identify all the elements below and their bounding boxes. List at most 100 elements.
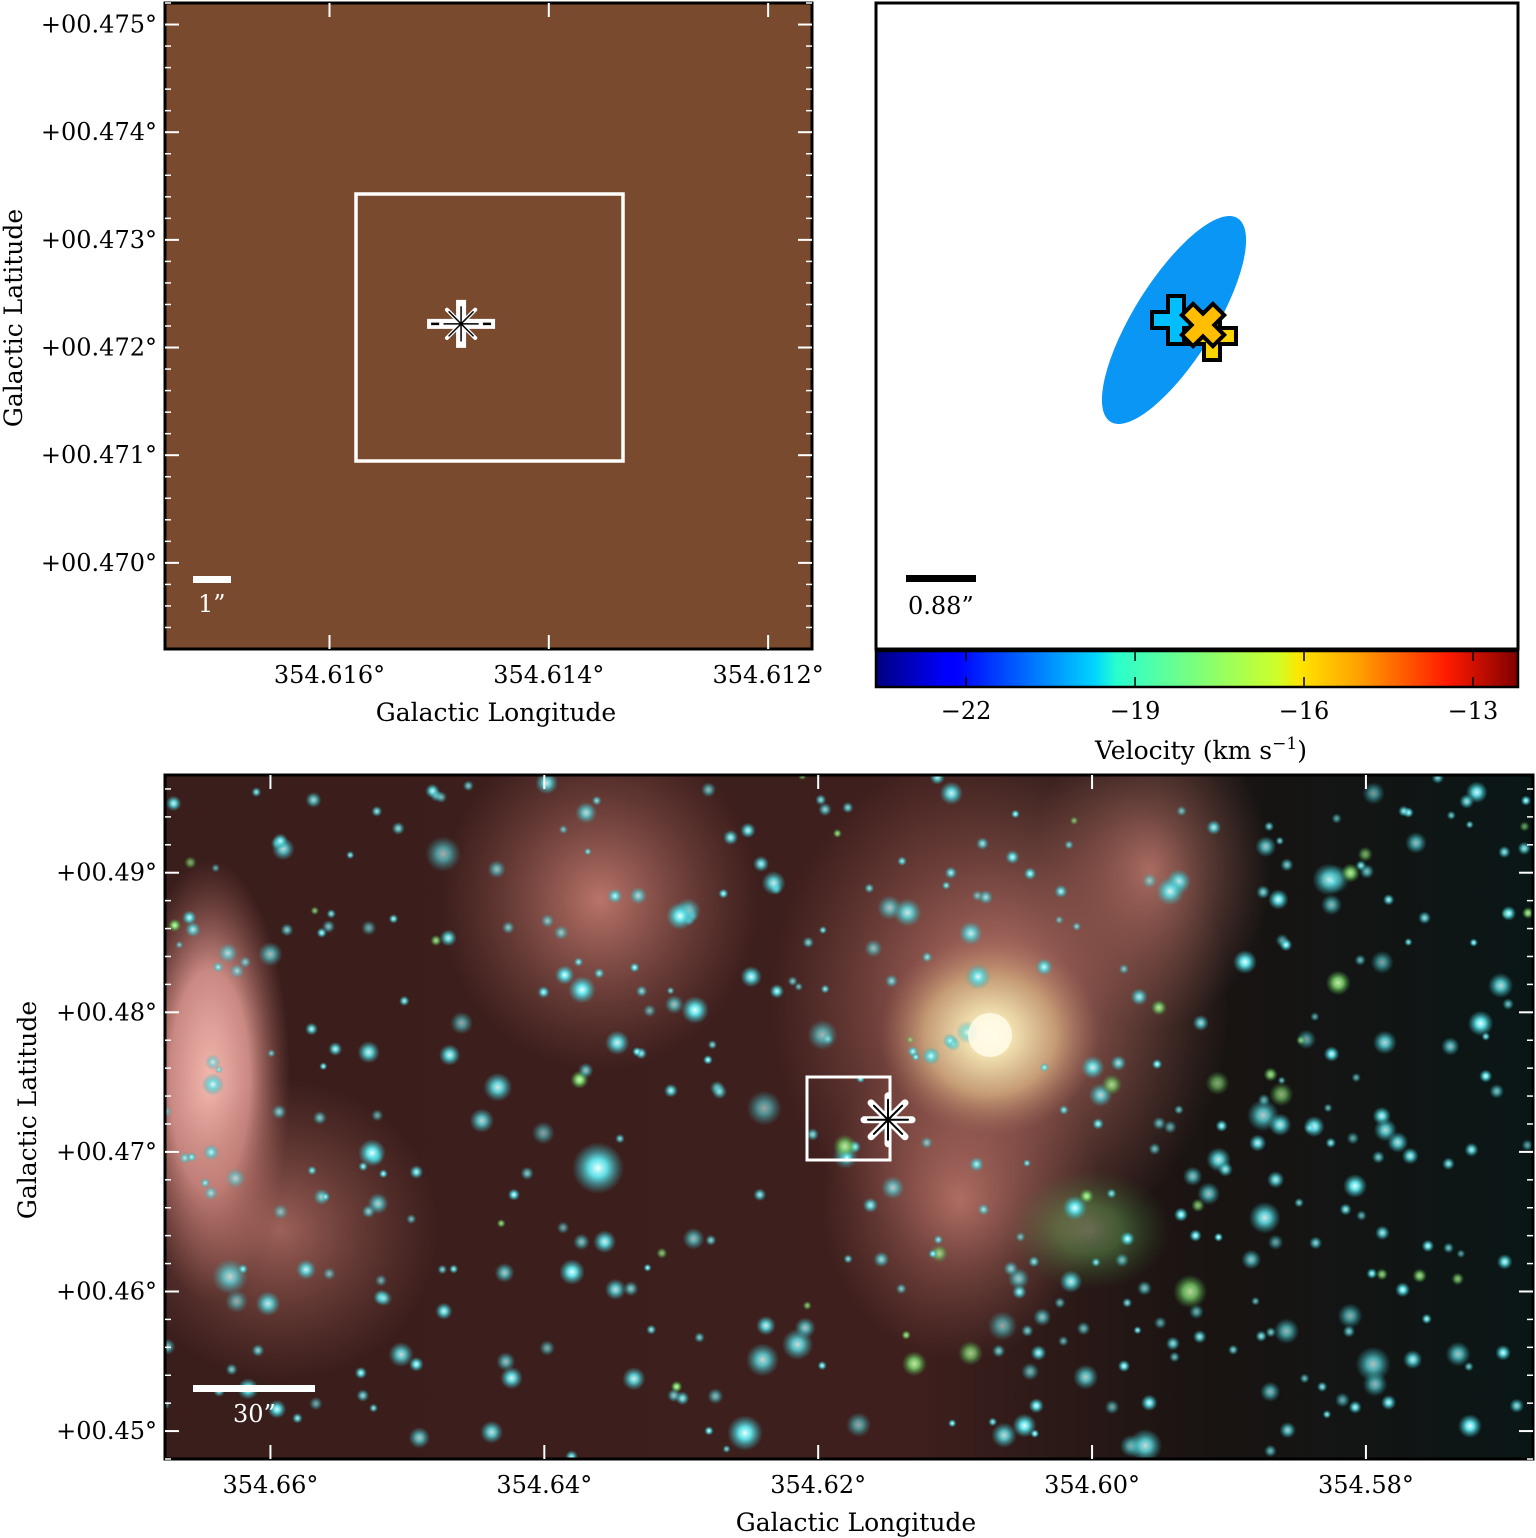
top-left-zoom-panel: 1” 354.616° 354.614° 354.612° +00.470° +00.4… [0, 1, 824, 727]
star [439, 929, 457, 947]
star [494, 1262, 515, 1283]
star [1169, 1351, 1180, 1363]
star [1521, 1139, 1533, 1152]
star [1464, 1142, 1479, 1157]
x-tick-label: 354.66° [222, 1471, 318, 1499]
star [897, 856, 908, 867]
star [1010, 809, 1020, 819]
star [1267, 1171, 1285, 1189]
star [1316, 1381, 1328, 1393]
star [921, 1046, 941, 1066]
star [1215, 1119, 1228, 1133]
star [832, 828, 843, 839]
star [371, 1109, 384, 1122]
star [480, 1420, 504, 1444]
star [409, 1165, 424, 1179]
star [1072, 921, 1082, 932]
star [316, 927, 327, 939]
star [322, 1267, 336, 1281]
star [1137, 1280, 1152, 1296]
star [1255, 836, 1277, 858]
star [807, 1019, 838, 1051]
star [593, 967, 605, 979]
star [840, 1151, 854, 1165]
star [1104, 1399, 1120, 1415]
x-tick-label: 354.58° [1318, 1471, 1414, 1499]
bottom-x-axis-title: Galactic Longitude [736, 1508, 976, 1537]
star [987, 1310, 1018, 1341]
star [700, 782, 717, 798]
star [175, 940, 184, 949]
star [1003, 1261, 1019, 1277]
star [761, 870, 786, 896]
star [1304, 1122, 1316, 1134]
star [408, 1426, 431, 1449]
star [769, 983, 785, 999]
star [1015, 1231, 1026, 1243]
zoom-region-box [354, 192, 625, 463]
star [214, 1065, 223, 1074]
star [554, 965, 575, 985]
star [568, 975, 596, 1004]
star [319, 1062, 328, 1071]
star [615, 1133, 625, 1144]
star [1054, 1297, 1066, 1309]
star [1294, 1197, 1304, 1208]
star [1446, 810, 1456, 821]
star [378, 1169, 388, 1179]
star [1356, 1210, 1367, 1221]
star [604, 1278, 627, 1301]
star [1279, 1421, 1296, 1439]
star [1267, 1234, 1284, 1251]
star [1412, 1268, 1428, 1284]
star [399, 995, 410, 1007]
star [565, 1450, 578, 1459]
star [1277, 1076, 1286, 1085]
star [1463, 1361, 1474, 1372]
star [257, 941, 283, 967]
star [1101, 1074, 1123, 1096]
scale-bar-label: 30” [233, 1400, 276, 1428]
star [821, 1032, 835, 1046]
star [1502, 998, 1515, 1011]
star [1023, 867, 1037, 881]
star [205, 1054, 221, 1070]
star [1114, 1252, 1130, 1268]
star [928, 1249, 938, 1259]
star [305, 1022, 318, 1036]
star [1372, 1030, 1397, 1055]
star [430, 934, 442, 947]
star [632, 1046, 642, 1057]
star [1351, 1072, 1361, 1083]
star [272, 1203, 289, 1220]
star [1206, 819, 1222, 835]
bright-star [572, 1142, 624, 1194]
star [1322, 1409, 1332, 1419]
star [201, 1073, 225, 1096]
star [388, 1341, 414, 1368]
star [1469, 938, 1478, 947]
star [1489, 1083, 1505, 1099]
star [629, 886, 648, 905]
star [944, 866, 958, 880]
star [1421, 1239, 1435, 1253]
star [1443, 1242, 1455, 1254]
star [575, 801, 598, 824]
star [1268, 889, 1289, 910]
scale-bar [193, 1385, 315, 1392]
star [537, 985, 550, 999]
star [1375, 1268, 1389, 1281]
star [978, 889, 994, 905]
star [843, 1254, 853, 1264]
star [707, 1039, 718, 1050]
star [1467, 1010, 1494, 1037]
star [1264, 821, 1275, 832]
star [1248, 1201, 1281, 1234]
star [1273, 1318, 1300, 1345]
star [211, 863, 221, 873]
source-markers [427, 299, 496, 348]
star [425, 836, 462, 872]
star [1382, 893, 1395, 906]
star [1165, 1336, 1180, 1351]
star [1354, 954, 1366, 966]
